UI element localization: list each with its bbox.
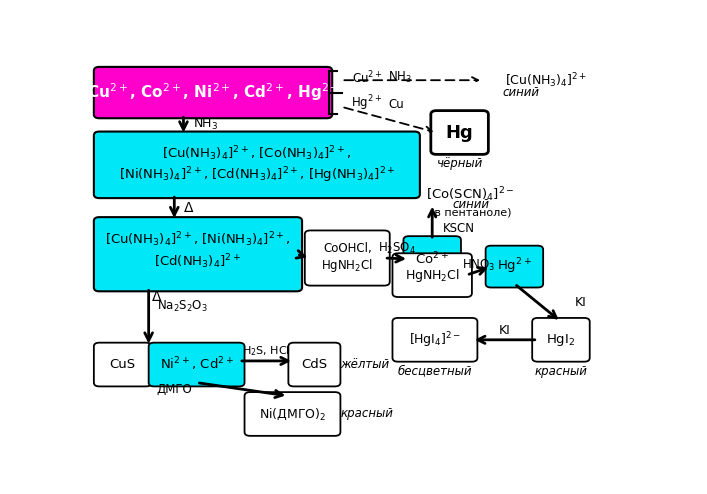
Text: Cu$^{2+}$, Co$^{2+}$, Ni$^{2+}$, Cd$^{2+}$, Hg$^{2+}$: Cu$^{2+}$, Co$^{2+}$, Ni$^{2+}$, Cd$^{2+… bbox=[87, 82, 339, 103]
Text: KI: KI bbox=[575, 296, 586, 309]
Text: красный: красный bbox=[534, 365, 588, 378]
Text: Cu: Cu bbox=[388, 98, 404, 111]
FancyBboxPatch shape bbox=[94, 67, 332, 118]
Text: NH$_3$: NH$_3$ bbox=[193, 118, 218, 132]
FancyBboxPatch shape bbox=[94, 131, 420, 198]
Text: (в пентаноле): (в пентаноле) bbox=[430, 207, 511, 217]
FancyBboxPatch shape bbox=[431, 111, 489, 155]
Text: KSCN: KSCN bbox=[443, 222, 475, 235]
Text: Cu$^{2+}$: Cu$^{2+}$ bbox=[353, 69, 383, 86]
Text: $\Delta$: $\Delta$ bbox=[182, 201, 194, 214]
Text: [Cu(NH$_3$)$_4$]$^{2+}$: [Cu(NH$_3$)$_4$]$^{2+}$ bbox=[505, 71, 587, 89]
Text: H$_2$SO$_4$: H$_2$SO$_4$ bbox=[378, 241, 416, 256]
Text: ДМГО: ДМГО bbox=[157, 383, 192, 396]
Text: [Co(SCN)$_4$]$^{2-}$: [Co(SCN)$_4$]$^{2-}$ bbox=[426, 185, 515, 204]
Text: Hg$^{2+}$: Hg$^{2+}$ bbox=[497, 257, 532, 276]
Text: бесцветный: бесцветный bbox=[398, 365, 472, 378]
Text: CdS: CdS bbox=[301, 358, 327, 371]
Text: H$_2$S, HCl: H$_2$S, HCl bbox=[243, 344, 291, 358]
FancyBboxPatch shape bbox=[94, 343, 151, 386]
FancyBboxPatch shape bbox=[245, 392, 341, 436]
Text: красный: красный bbox=[341, 408, 393, 420]
FancyBboxPatch shape bbox=[486, 246, 543, 288]
Text: KI: KI bbox=[499, 324, 510, 337]
Text: CuS: CuS bbox=[110, 358, 136, 371]
Text: Co$^{2+}$: Co$^{2+}$ bbox=[415, 250, 449, 267]
Text: [Cu(NH$_3$)$_4$]$^{2+}$, [Co(NH$_3$)$_4$]$^{2+}$,
[Ni(NH$_3$)$_4$]$^{2+}$, [Cd(N: [Cu(NH$_3$)$_4$]$^{2+}$, [Co(NH$_3$)$_4$… bbox=[119, 144, 395, 185]
FancyBboxPatch shape bbox=[288, 343, 341, 386]
Text: NH$_3$: NH$_3$ bbox=[388, 70, 412, 85]
Text: HgI$_2$: HgI$_2$ bbox=[547, 332, 575, 348]
Text: синий: синий bbox=[503, 86, 539, 99]
Text: $\Delta$: $\Delta$ bbox=[151, 290, 163, 304]
FancyBboxPatch shape bbox=[94, 217, 302, 291]
Text: [HgI$_4$]$^{2-}$: [HgI$_4$]$^{2-}$ bbox=[409, 330, 461, 350]
FancyBboxPatch shape bbox=[148, 343, 245, 386]
Text: HNO$_3$: HNO$_3$ bbox=[462, 258, 496, 273]
Text: Hg: Hg bbox=[445, 124, 474, 141]
FancyBboxPatch shape bbox=[404, 236, 461, 282]
Text: Na$_2$S$_2$O$_3$: Na$_2$S$_2$O$_3$ bbox=[157, 299, 208, 314]
Text: чёрный: чёрный bbox=[436, 158, 483, 170]
FancyBboxPatch shape bbox=[392, 318, 477, 362]
Text: Hg$^{2+}$: Hg$^{2+}$ bbox=[351, 93, 382, 113]
Text: HgNH$_2$Cl: HgNH$_2$Cl bbox=[405, 267, 460, 284]
Text: [Cu(NH$_3$)$_4$]$^{2+}$, [Ni(NH$_3$)$_4$]$^{2+}$,
[Cd(NH$_3$)$_4$]$^{2+}$: [Cu(NH$_3$)$_4$]$^{2+}$, [Ni(NH$_3$)$_4$… bbox=[105, 230, 291, 271]
Text: синий: синий bbox=[452, 198, 489, 211]
Text: Ni(ДМГО)$_2$: Ni(ДМГО)$_2$ bbox=[259, 407, 326, 421]
FancyBboxPatch shape bbox=[392, 253, 472, 297]
Text: жёлтый: жёлтый bbox=[341, 358, 390, 371]
Text: CoOHCl,
HgNH$_2$Cl: CoOHCl, HgNH$_2$Cl bbox=[322, 242, 373, 274]
FancyBboxPatch shape bbox=[532, 318, 590, 362]
FancyBboxPatch shape bbox=[305, 231, 390, 286]
Text: Ni$^{2+}$, Cd$^{2+}$: Ni$^{2+}$, Cd$^{2+}$ bbox=[160, 356, 233, 373]
